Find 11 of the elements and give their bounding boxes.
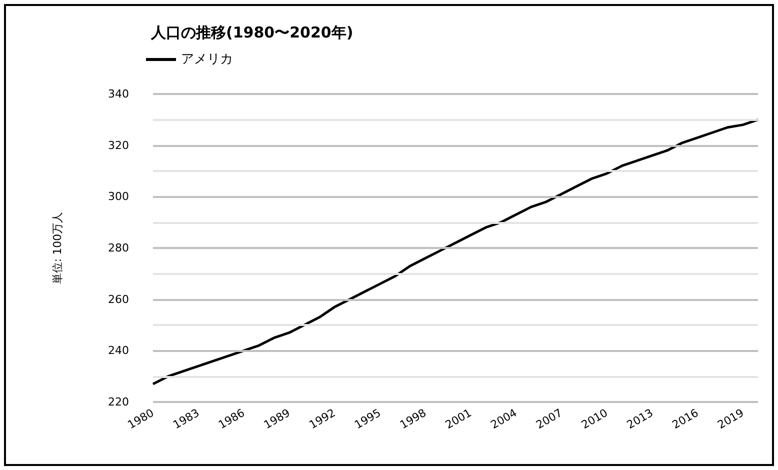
y-tick-label: 340 [108,88,129,100]
legend-label: アメリカ [181,52,233,67]
y-tick-label: 300 [108,190,129,204]
line-series [152,118,760,386]
y-tick-label: 260 [108,292,129,306]
y-tick-label: 280 [108,242,129,254]
y-tick-label: 320 [108,138,129,152]
chart-title: 人口の推移(1980〜2020年) [150,24,354,42]
y-tick-label: 240 [108,344,129,358]
y-tick-label: 220 [108,396,129,408]
y-axis-title: 単位: 100万人 [51,212,64,284]
